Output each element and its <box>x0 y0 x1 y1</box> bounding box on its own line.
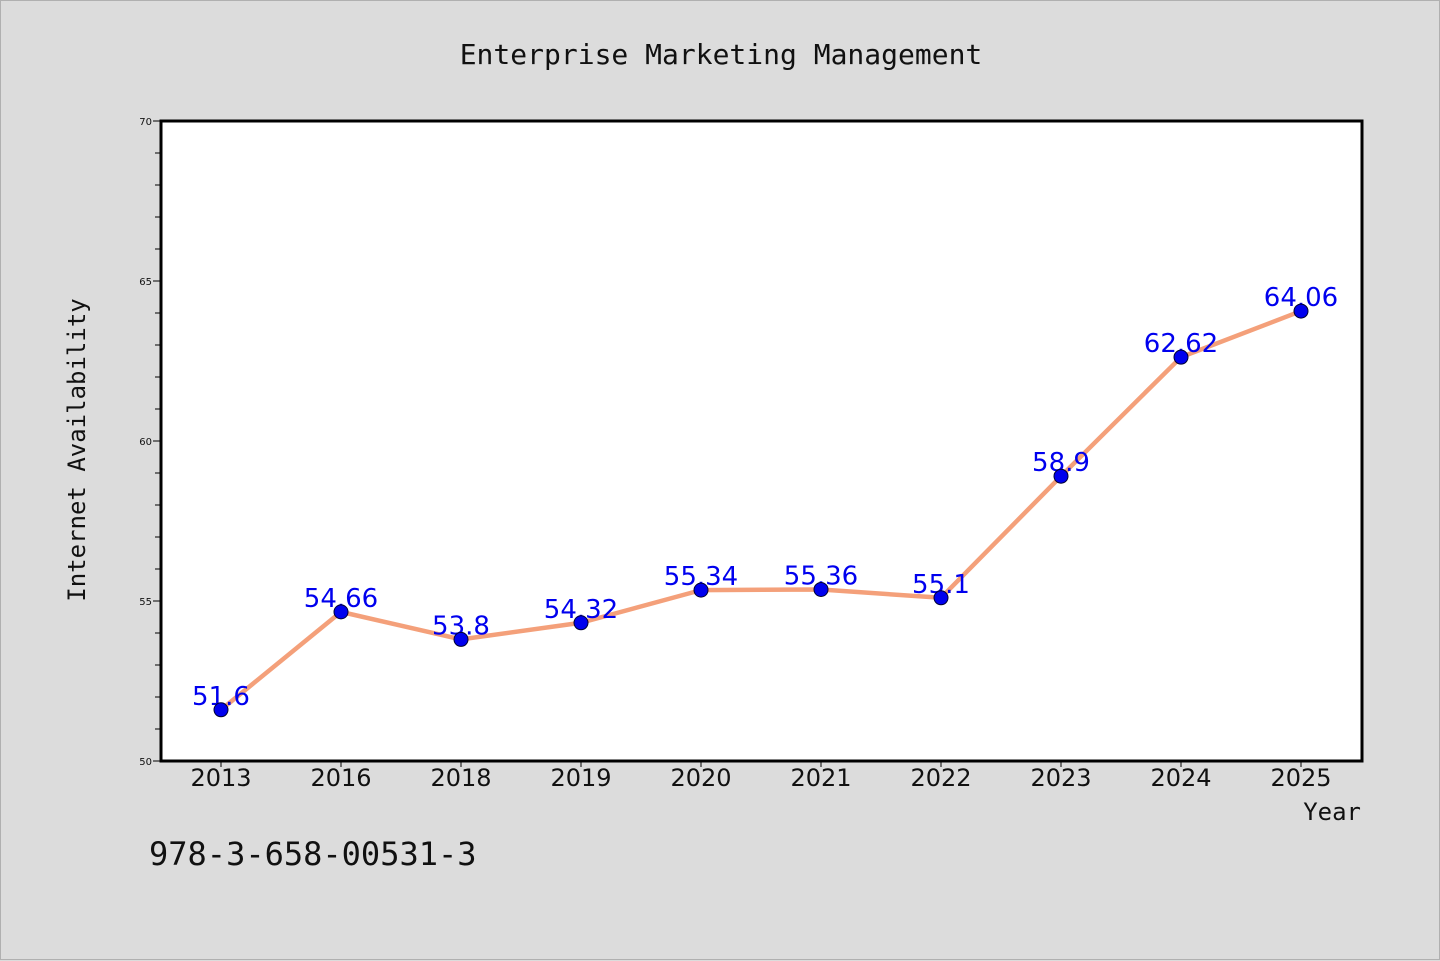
y-tick-label: 65 <box>139 277 152 288</box>
data-point <box>333 604 349 620</box>
y-tick-label: 50 <box>139 757 152 768</box>
data-point <box>213 702 229 718</box>
plot-background <box>161 121 1362 761</box>
x-tick-label: 2018 <box>430 764 491 792</box>
data-point <box>453 631 469 647</box>
chart-title: Enterprise Marketing Management <box>460 38 983 71</box>
x-tick-label: 2019 <box>550 764 611 792</box>
data-point <box>1173 349 1189 365</box>
x-tick-label: 2016 <box>310 764 371 792</box>
data-point <box>1293 303 1309 319</box>
data-point <box>573 615 589 631</box>
x-tick-label: 2013 <box>190 764 251 792</box>
data-point <box>1053 468 1069 484</box>
y-tick-label: 60 <box>139 437 152 448</box>
data-point <box>933 590 949 606</box>
x-tick-label: 2025 <box>1270 764 1331 792</box>
x-axis-label: Year <box>1303 798 1361 826</box>
plot-frame <box>159 119 1364 763</box>
x-tick-label: 2021 <box>790 764 851 792</box>
data-point <box>813 581 829 597</box>
y-axis-label: Internet Availability <box>63 298 91 601</box>
isbn-text: 978-3-658-00531-3 <box>149 835 477 873</box>
x-tick-label: 2023 <box>1030 764 1091 792</box>
data-point <box>693 582 709 598</box>
y-tick-label: 70 <box>139 117 152 128</box>
series-line <box>218 308 1304 713</box>
x-tick-label: 2022 <box>910 764 971 792</box>
plot-area: 50 55 60 65 70 2013 2016 2018 2019 2020 2021 2022 20… <box>139 117 1364 792</box>
x-tick-label: 2024 <box>1150 764 1211 792</box>
y-tick-label: 55 <box>139 597 152 608</box>
x-tick-label: 2020 <box>670 764 731 792</box>
